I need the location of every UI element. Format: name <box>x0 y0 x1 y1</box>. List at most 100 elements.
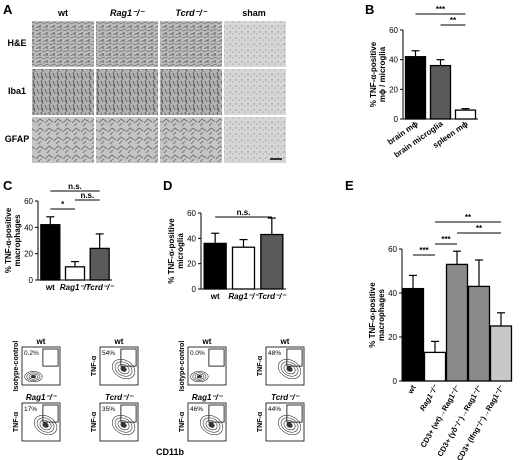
bar <box>40 224 61 281</box>
flow-plot-title: wt <box>114 337 124 346</box>
y-tick-label: 0 <box>29 276 34 285</box>
significance-label: ** <box>450 16 457 25</box>
category-label: wt <box>45 283 55 292</box>
flow-plot-title: wt <box>202 337 212 346</box>
bar <box>445 263 469 382</box>
flow-plot-title: wt <box>280 337 290 346</box>
micrograph-iba1-rag1 <box>96 69 158 115</box>
flow-contour <box>277 415 302 436</box>
flow-contour <box>36 417 55 433</box>
flow-contour <box>286 366 293 372</box>
significance-label: *** <box>419 246 429 255</box>
flow-ylabel: TNF-α <box>91 411 98 432</box>
flow-contour <box>192 372 207 381</box>
significance-label: * <box>61 200 65 209</box>
category-label: wt <box>210 292 220 301</box>
flow-contour <box>26 372 41 381</box>
significance-label: *** <box>441 235 451 244</box>
flow-ylabel: TNF-α <box>91 355 98 376</box>
flow-contour <box>199 415 224 436</box>
flow-percent: 17% <box>24 406 37 413</box>
flow-gate <box>120 404 137 423</box>
y-tick-label: 60 <box>388 245 397 254</box>
panel-letter-e: E <box>345 178 354 193</box>
bar <box>203 242 227 290</box>
panel-letter-b: B <box>365 2 374 17</box>
flow-contour <box>111 415 136 436</box>
significance-label: n.s. <box>80 191 94 200</box>
significance-label: n.s. <box>237 208 251 217</box>
flow-ylabel: TNF-α <box>13 411 20 432</box>
flow-percent: 46% <box>190 406 203 413</box>
y-tick-label: 20 <box>389 85 398 94</box>
panel-letter-a: A <box>3 2 13 17</box>
col-header-wt: wt <box>57 8 68 18</box>
flow-plot-title: Rag1⁻/⁻ <box>192 393 223 402</box>
micrograph-he-rag1 <box>96 21 158 67</box>
flow-ylabel: Isotype-control <box>13 341 20 392</box>
flow-ylabel: TNF-α <box>257 411 264 432</box>
flow-gate <box>208 348 225 367</box>
significance-label: ** <box>465 213 472 222</box>
y-tick-label: 40 <box>388 289 397 298</box>
flow-contour <box>24 371 43 383</box>
flow-contour <box>42 422 49 428</box>
flow-contour <box>30 375 36 379</box>
chart-e: 0 20 40 60 % TNF-α-positivemacrophages wt Rag1… <box>368 213 513 460</box>
y-tick-label: 0 <box>393 377 398 386</box>
bar <box>89 247 110 281</box>
flow-contour <box>196 375 202 379</box>
bar <box>404 56 427 120</box>
flow-contour <box>28 373 39 380</box>
flow-contour <box>120 366 127 372</box>
flow-ylabel: TNF-α <box>257 355 264 376</box>
bar <box>454 109 477 120</box>
flow-contour <box>283 419 296 431</box>
flow-plot-frame <box>265 402 305 442</box>
micrograph-he-sham <box>224 21 286 67</box>
flow-contour <box>39 419 52 431</box>
category-label: Rag1⁻/⁻ <box>228 292 259 301</box>
micrograph-gfap-wt <box>32 117 94 163</box>
chart-c: 0 20 40 60% TNF-α-positivemacrophages wt Rag1… <box>4 182 114 292</box>
col-header-rag1: Rag1⁻/⁻ <box>110 8 145 18</box>
flow-ylabel: TNF-α <box>179 411 186 432</box>
row-header-he: H&E <box>7 38 26 48</box>
row-header-gfap: GFAP <box>5 134 30 144</box>
flow-contour <box>286 422 293 428</box>
micrograph-iba1-sham <box>224 69 286 115</box>
y-axis-label: % TNF-α-positivemϕ / microglia <box>369 41 387 107</box>
flow-contour <box>120 422 127 428</box>
micrograph-he-wt <box>32 21 94 67</box>
y-tick-label: 60 <box>389 26 398 35</box>
flow-contour <box>202 417 221 433</box>
significance-label: n.s. <box>68 182 82 191</box>
bar <box>489 325 513 382</box>
flow-ylabel: Isotype-control <box>179 341 186 392</box>
flow-gate <box>208 404 225 423</box>
bar <box>64 266 86 281</box>
category-label: Rag1⁻/⁻ <box>60 283 91 292</box>
significance-label: ** <box>476 224 483 233</box>
bar <box>401 287 425 382</box>
y-axis-label: % TNF-α-positivemacrophages <box>368 282 386 348</box>
bar <box>260 233 284 290</box>
micrograph-iba1-tcrd <box>160 69 222 115</box>
flow-gate <box>42 404 59 423</box>
bar <box>231 246 256 290</box>
category-label: Tcrd⁻/⁻ <box>86 283 114 292</box>
flow-percent: 44% <box>268 406 281 413</box>
flow-percent: 54% <box>102 350 115 357</box>
micrograph-he-tcrd <box>160 21 222 67</box>
flow-percent: 0.2% <box>24 350 39 357</box>
y-tick-label: 40 <box>24 223 33 232</box>
flow-contour <box>208 422 215 428</box>
micrograph-gfap-sham <box>224 117 286 163</box>
bar <box>423 351 447 382</box>
flow-contour <box>194 373 205 380</box>
panel-letter-c: C <box>3 178 13 193</box>
micrograph-gfap-tcrd <box>160 117 222 163</box>
flow-plot-title: Tcrd⁻/⁻ <box>105 393 133 402</box>
flow-gate <box>42 348 59 367</box>
